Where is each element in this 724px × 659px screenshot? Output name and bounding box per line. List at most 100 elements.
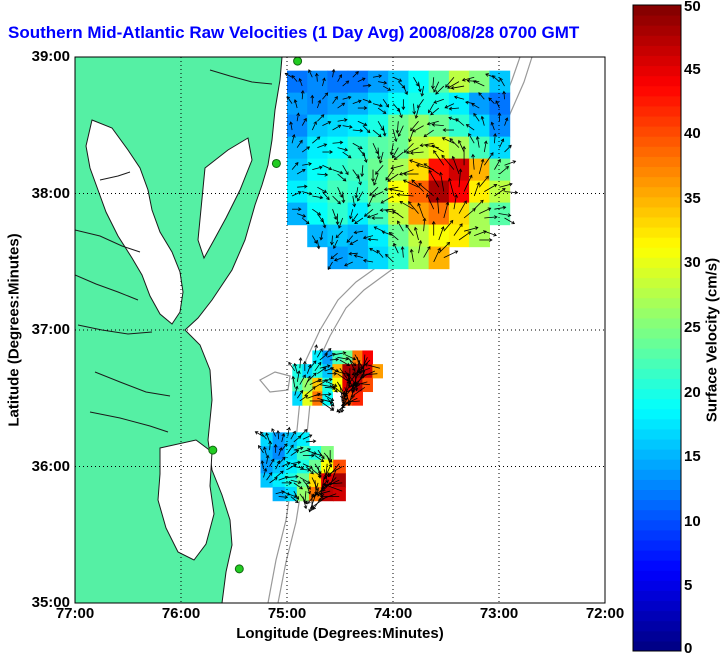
velocity-arrowhead (512, 160, 517, 164)
x-tick-label: 75:00 (267, 605, 307, 622)
velocity-arrowhead (459, 223, 463, 227)
velocity-arrow (329, 367, 339, 372)
velocity-arrowhead (281, 432, 286, 437)
velocity-arrow (316, 73, 318, 82)
velocity-arrow (405, 224, 414, 236)
velocity-arrow (342, 191, 345, 203)
velocity-arrowhead (307, 375, 311, 380)
velocity-arrow (285, 72, 293, 78)
velocity-arrow (368, 238, 379, 241)
velocity-arrowhead (439, 171, 443, 176)
velocity-cell (448, 114, 470, 138)
velocity-arrowhead (465, 100, 469, 105)
velocity-arrowhead (303, 500, 307, 505)
colorbar-segment (633, 590, 681, 602)
velocity-arrowhead (379, 208, 384, 213)
velocity-arrowhead (308, 191, 313, 196)
velocity-arrowhead (268, 472, 273, 476)
velocity-arrow (317, 466, 321, 479)
velocity-arrowhead (485, 175, 489, 180)
velocity-arrow (458, 169, 461, 188)
colorbar-segment (633, 85, 681, 97)
velocity-cell (312, 350, 323, 365)
colorbar-segment (633, 146, 681, 157)
velocity-arrowhead (385, 253, 389, 258)
velocity-arrowhead (472, 80, 477, 84)
velocity-arrow (455, 118, 465, 126)
velocity-cell (408, 114, 430, 138)
velocity-arrow (332, 195, 341, 205)
velocity-cell (469, 114, 490, 138)
velocity-arrowhead (284, 475, 289, 480)
velocity-arrowhead (328, 392, 332, 397)
velocity-arrow (293, 482, 303, 490)
velocity-arrow (352, 129, 363, 132)
velocity-arrowhead (347, 154, 352, 159)
velocity-arrow (329, 400, 334, 411)
velocity-arrowhead (361, 152, 366, 157)
velocity-arrow (491, 122, 495, 131)
velocity-arrow (324, 395, 334, 401)
velocity-arrowhead (399, 114, 403, 119)
velocity-arrow (290, 449, 299, 456)
velocity-arrowhead (397, 133, 402, 137)
velocity-arrow (309, 360, 317, 369)
velocity-arrow (473, 182, 480, 197)
velocity-arrowhead (321, 455, 325, 460)
velocity-arrowhead (430, 111, 434, 116)
velocity-cell (312, 377, 323, 393)
velocity-arrowhead (353, 230, 358, 235)
river-line (209, 69, 273, 85)
colorbar-segment (633, 428, 681, 440)
velocity-arrow (312, 166, 323, 170)
velocity-arrowhead (363, 122, 368, 127)
velocity-cell (287, 158, 308, 182)
velocity-arrowhead (454, 250, 459, 254)
colorbar-segment (633, 539, 681, 551)
velocity-arrowhead (313, 372, 317, 377)
velocity-arrow (413, 77, 419, 87)
velocity-arrowhead (331, 353, 336, 357)
velocity-arrow (391, 164, 404, 169)
velocity-cell (408, 224, 430, 248)
velocity-arrow (447, 81, 460, 89)
velocity-cell (312, 364, 323, 379)
velocity-arrowhead (344, 262, 348, 267)
radar-station-marker (208, 445, 218, 455)
velocity-arrow (299, 357, 302, 369)
velocity-arrowhead (387, 87, 392, 91)
velocity-arrow (499, 77, 505, 87)
velocity-arrow (322, 78, 325, 87)
velocity-arrowhead (502, 188, 506, 192)
colorbar-segment (633, 15, 681, 26)
velocity-arrowhead (319, 195, 324, 200)
colorbar-tick-label: 20 (684, 383, 701, 401)
velocity-arrowhead (263, 467, 268, 472)
velocity-arrow (350, 387, 366, 398)
velocity-arrow (304, 386, 316, 396)
velocity-arrowhead (333, 257, 338, 262)
y-tick-label: 37:00 (31, 321, 70, 338)
velocity-arrowhead (363, 159, 368, 163)
velocity-arrowhead (446, 241, 451, 246)
velocity-arrowhead (345, 377, 350, 382)
velocity-arrowhead (441, 137, 446, 141)
velocity-arrow (397, 107, 403, 118)
velocity-arrow (377, 107, 387, 114)
velocity-arrow (341, 395, 346, 413)
colorbar-segment (633, 25, 681, 36)
velocity-arrow (269, 441, 271, 451)
colorbar-segment (633, 479, 681, 490)
velocity-arrow (432, 77, 435, 89)
velocity-arrow (443, 202, 449, 219)
velocity-arrowhead (367, 203, 371, 208)
river-line (89, 411, 169, 433)
velocity-arrow (287, 444, 294, 454)
velocity-arrow (332, 69, 335, 78)
colorbar-segment (633, 509, 681, 521)
colorbar-tick-label: 0 (684, 640, 693, 657)
velocity-arrow (349, 359, 356, 371)
velocity-arrow (291, 134, 295, 144)
velocity-cell (388, 114, 410, 138)
velocity-arrowhead (337, 124, 342, 129)
